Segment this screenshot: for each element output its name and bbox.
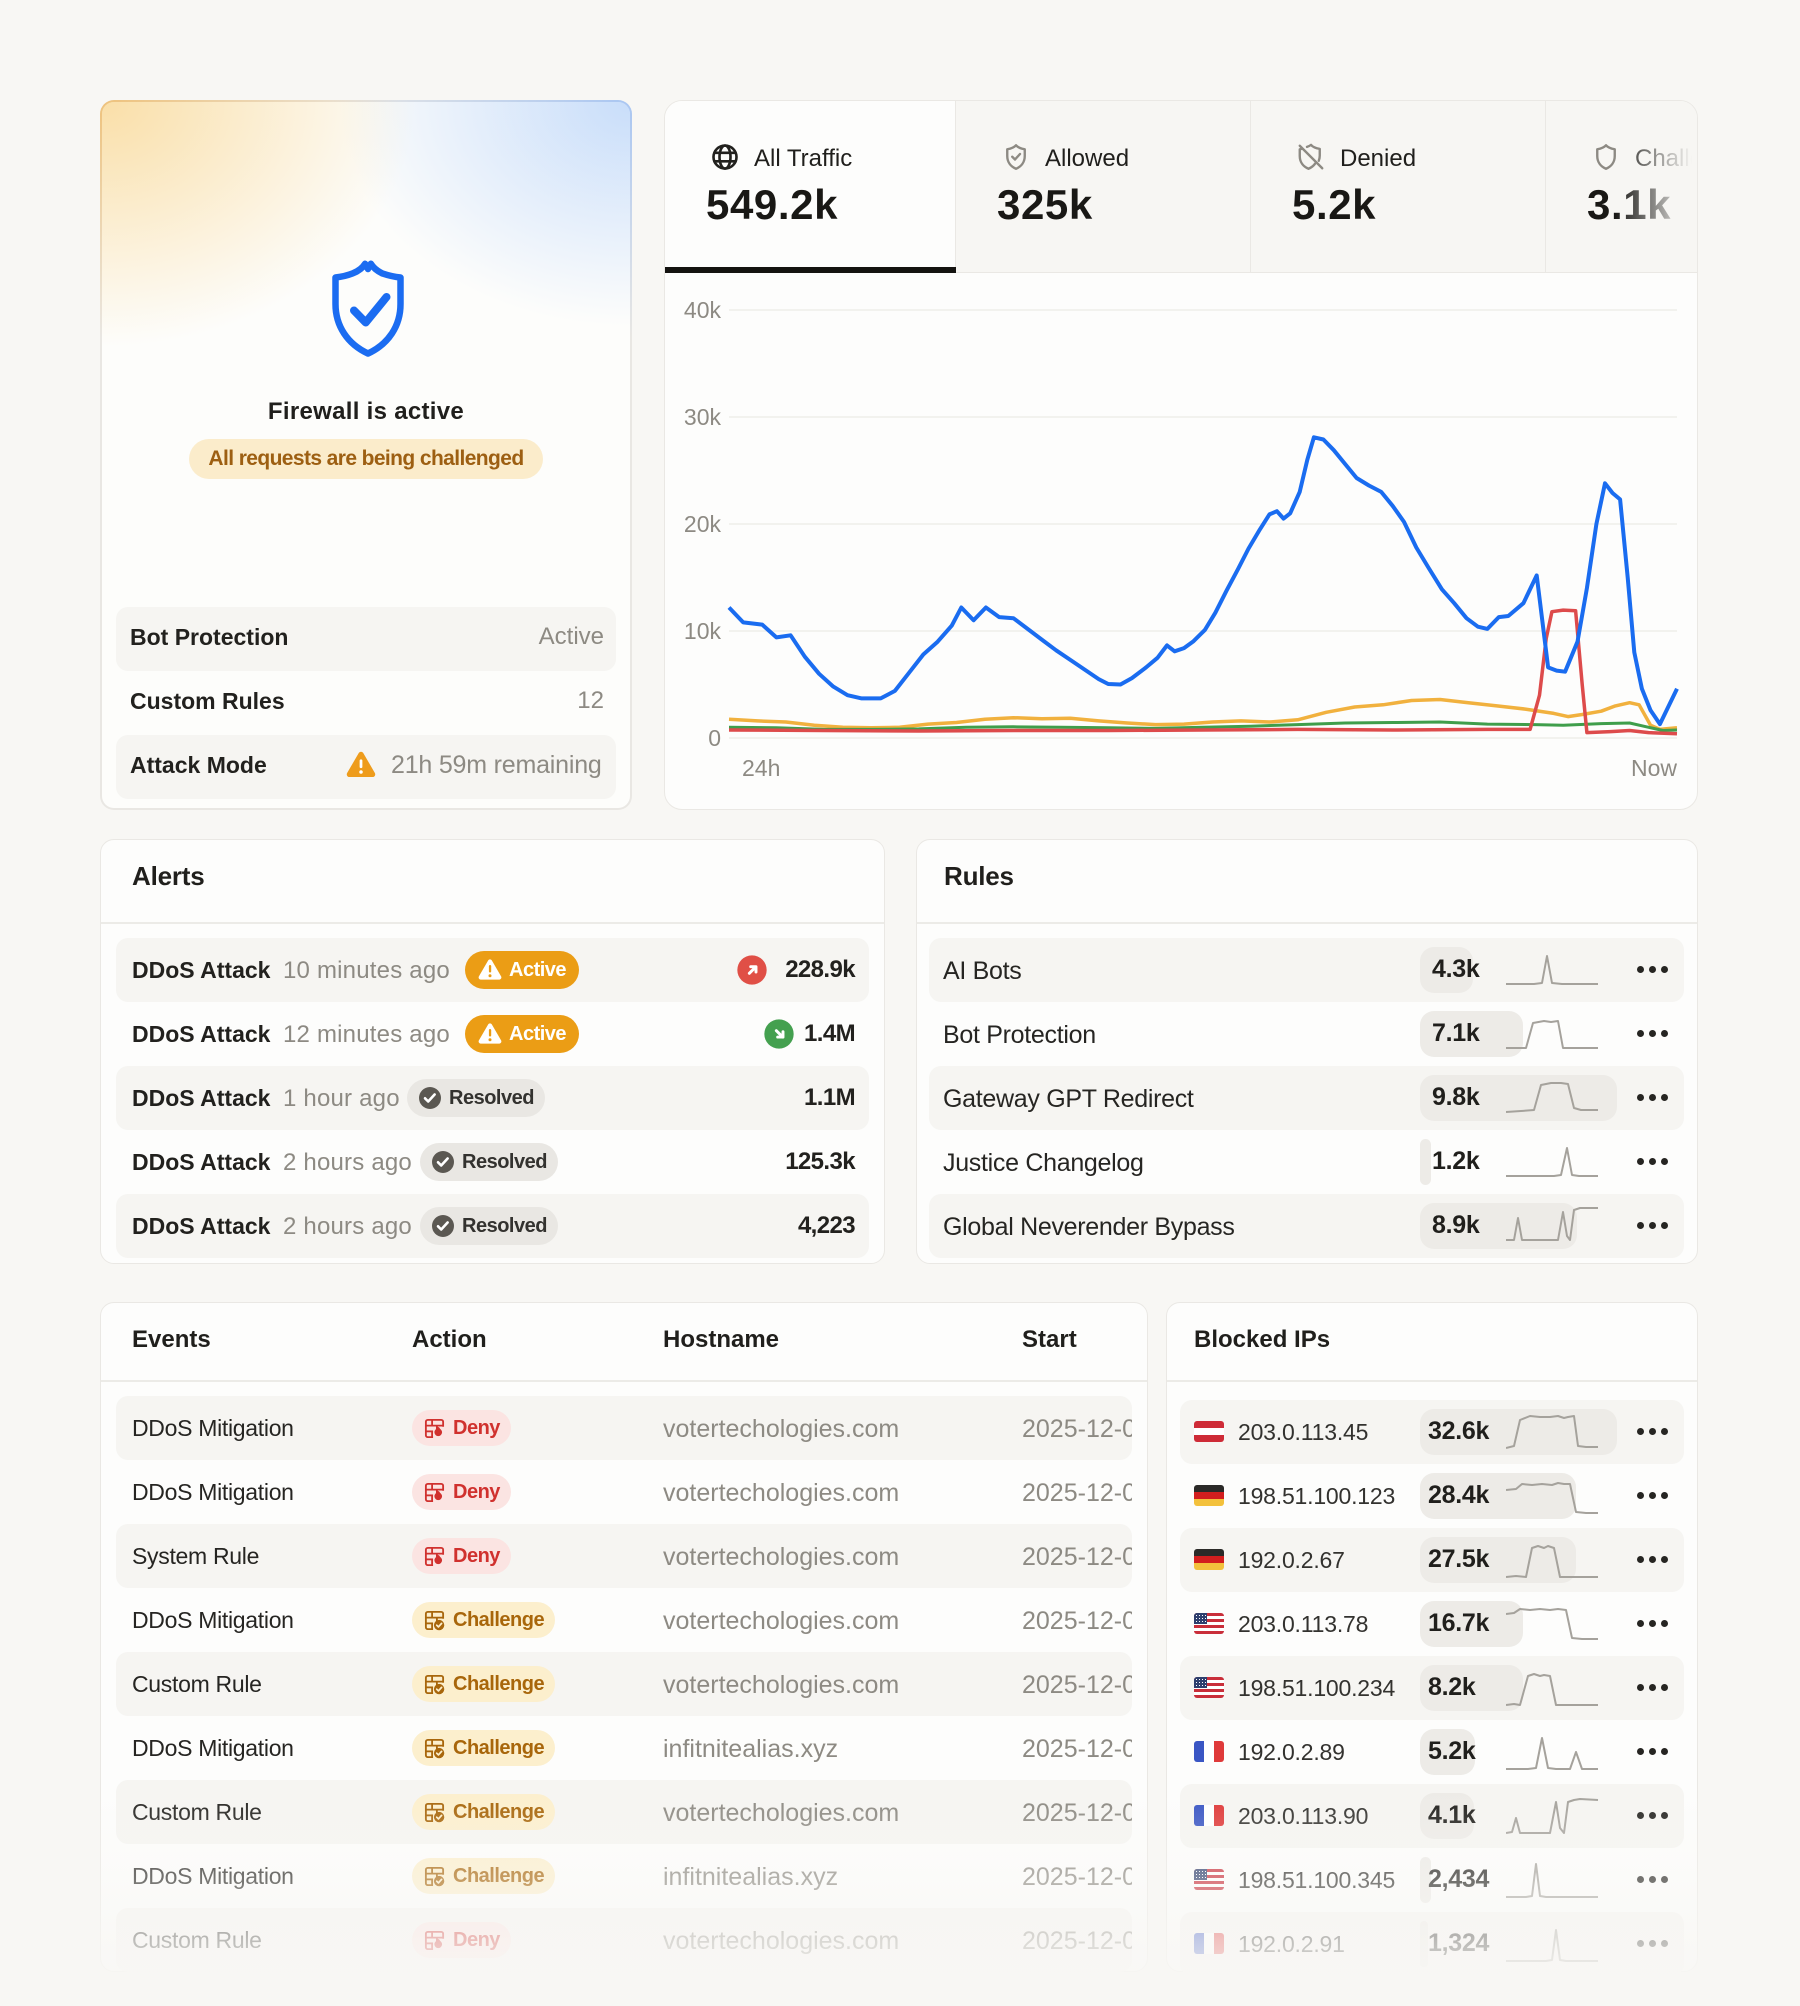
svg-text:10k: 10k bbox=[684, 618, 722, 644]
svg-text:0: 0 bbox=[708, 725, 721, 751]
svg-text:Now: Now bbox=[1631, 755, 1677, 781]
svg-text:40k: 40k bbox=[684, 297, 722, 323]
svg-text:20k: 20k bbox=[684, 511, 722, 537]
svg-text:30k: 30k bbox=[684, 404, 722, 430]
svg-text:24h: 24h bbox=[742, 755, 780, 781]
